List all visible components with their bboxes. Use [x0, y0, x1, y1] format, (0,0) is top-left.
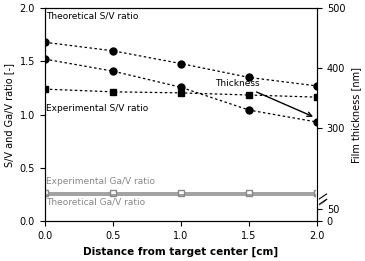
Text: Experimental Ga/V ratio: Experimental Ga/V ratio [46, 176, 155, 186]
Text: Thickness: Thickness [215, 79, 312, 116]
Text: Experimental S/V ratio: Experimental S/V ratio [46, 104, 149, 113]
Y-axis label: Film thickness [nm]: Film thickness [nm] [351, 67, 361, 163]
Y-axis label: S/V and Ga/V ratio [-]: S/V and Ga/V ratio [-] [4, 63, 14, 167]
Text: Theoretical Ga/V ratio: Theoretical Ga/V ratio [46, 198, 145, 207]
X-axis label: Distance from target center [cm]: Distance from target center [cm] [83, 247, 278, 257]
Text: Theoretical S/V ratio: Theoretical S/V ratio [46, 11, 139, 20]
